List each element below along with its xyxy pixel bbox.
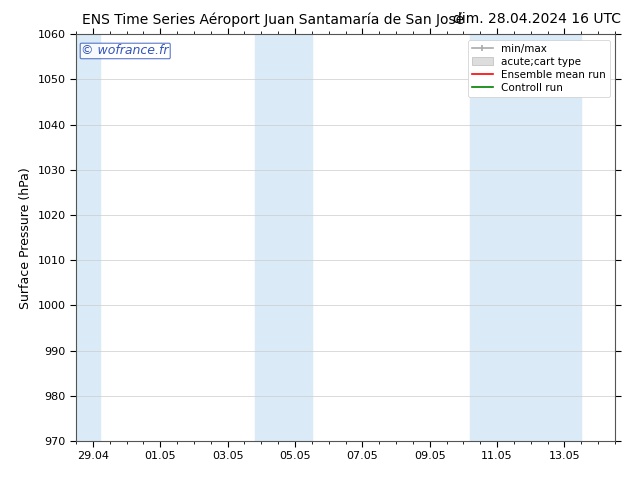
Bar <box>470 34 581 441</box>
Text: dim. 28.04.2024 16 UTC: dim. 28.04.2024 16 UTC <box>453 12 621 26</box>
Text: © wofrance.fr: © wofrance.fr <box>81 45 169 57</box>
Legend: min/max, acute;cart type, Ensemble mean run, Controll run: min/max, acute;cart type, Ensemble mean … <box>467 40 610 97</box>
Bar <box>255 34 312 441</box>
Y-axis label: Surface Pressure (hPa): Surface Pressure (hPa) <box>19 167 32 309</box>
Text: ENS Time Series Aéroport Juan Santamaría de San José: ENS Time Series Aéroport Juan Santamaría… <box>82 12 465 27</box>
Bar <box>76 34 100 441</box>
